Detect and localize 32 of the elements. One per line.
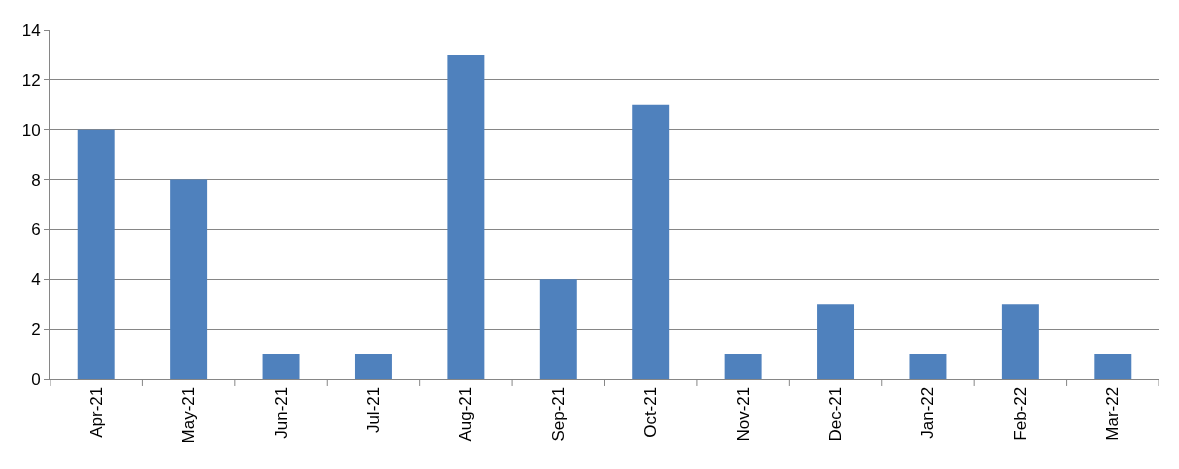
x-tick-label: Oct-21 — [641, 386, 661, 438]
bar — [724, 354, 762, 379]
x-tick-label: Sep-21 — [548, 386, 568, 442]
y-tick-label: 10 — [21, 120, 41, 140]
x-tick-label: Feb-22 — [1010, 386, 1030, 441]
x-tick-label: Aug-21 — [456, 386, 476, 442]
x-tick-label: Apr-21 — [86, 386, 106, 438]
bar — [1094, 354, 1132, 379]
y-tick-label: 2 — [31, 320, 41, 340]
x-tick-label: Mar-22 — [1103, 386, 1123, 441]
bar — [817, 304, 855, 379]
bar — [632, 104, 670, 379]
y-tick-label: 12 — [21, 70, 41, 90]
x-tick-label: Jul-21 — [363, 386, 383, 434]
x-tick-label: Dec-21 — [826, 386, 846, 442]
y-tick-label: 8 — [31, 170, 41, 190]
x-tick-label: Jun-21 — [271, 386, 291, 439]
bar — [77, 129, 115, 379]
y-tick-label: 0 — [31, 369, 41, 389]
bar — [262, 354, 300, 379]
y-tick-label: 14 — [21, 20, 41, 40]
bar — [447, 54, 485, 379]
x-tick-label: May-21 — [179, 386, 199, 444]
bar — [354, 354, 392, 379]
x-tick-label: Jan-22 — [918, 386, 938, 439]
x-tick-label: Nov-21 — [733, 386, 753, 442]
bar — [909, 354, 947, 379]
bar — [539, 279, 577, 379]
y-tick-label: 4 — [31, 270, 41, 290]
bar — [170, 179, 208, 379]
y-tick-label: 6 — [31, 220, 41, 240]
bar — [1001, 304, 1039, 379]
